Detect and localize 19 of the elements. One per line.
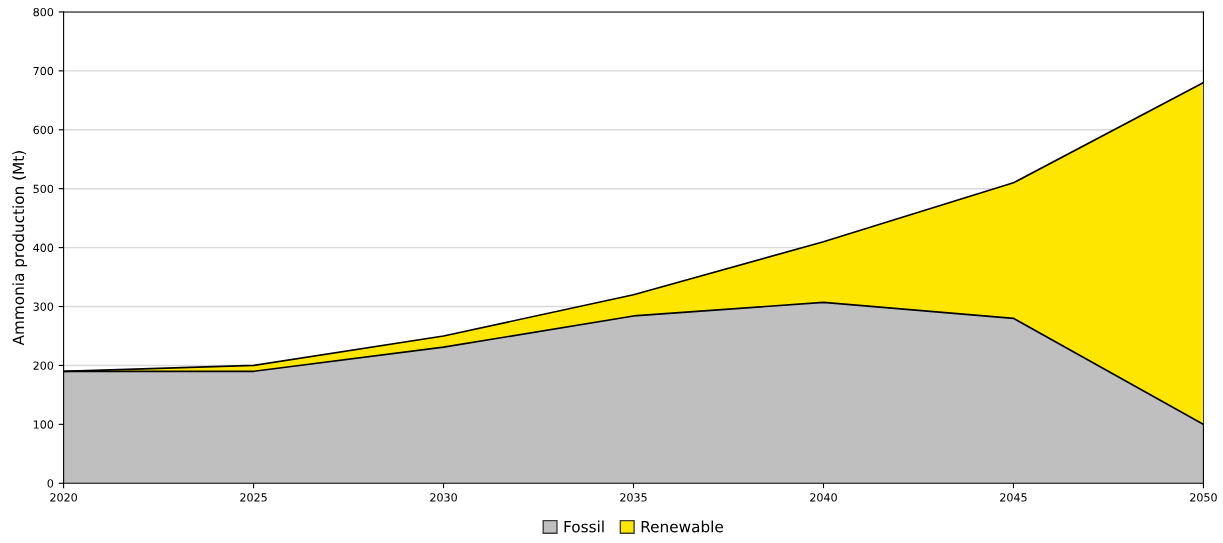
x-tick-label: 2025 <box>240 493 267 502</box>
legend-label: Fossil <box>564 520 604 533</box>
y-tick-label: 300 <box>33 302 54 311</box>
x-tick-label: 2050 <box>1190 493 1217 502</box>
y-tick-label: 700 <box>33 66 54 76</box>
x-tick-label: 2045 <box>1000 493 1027 502</box>
legend-label: Renewable <box>641 520 723 533</box>
x-tick-label: 2035 <box>620 493 647 502</box>
y-tick-label: 0 <box>47 479 54 488</box>
x-tick-label: 2030 <box>430 493 457 502</box>
y-tick-label: 800 <box>33 7 54 17</box>
y-tick-label: 200 <box>33 361 54 370</box>
y-tick-label: 400 <box>33 243 54 252</box>
y-tick-label: 100 <box>33 420 54 429</box>
y-tick-label: 500 <box>33 184 54 194</box>
x-tick-label: 2020 <box>50 493 77 502</box>
y-tick-label: 600 <box>33 125 54 135</box>
y-axis-title: Ammonia production (Mt) <box>12 151 28 346</box>
x-tick-label: 2040 <box>810 493 837 502</box>
